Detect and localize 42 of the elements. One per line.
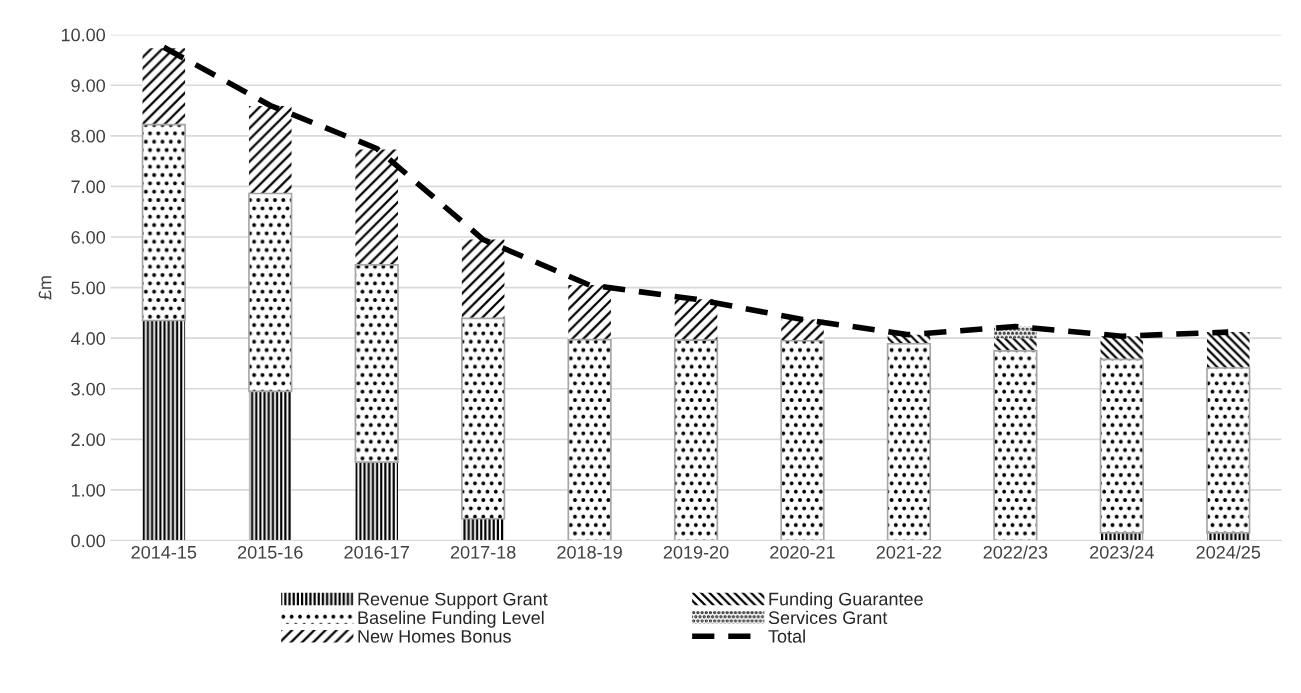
bar (1206, 332, 1250, 369)
y-tick-label: 5.00 (71, 281, 106, 295)
x-tick-label: 2014-15 (131, 545, 197, 559)
legend-label: New Homes Bonus (358, 630, 511, 643)
bar (142, 320, 186, 541)
y-tick-label: 8.00 (71, 129, 106, 143)
bar (1100, 336, 1144, 360)
bar (568, 285, 611, 340)
y-tick-label: 3.00 (71, 382, 106, 396)
x-tick-label: 2024/25 (1196, 545, 1261, 559)
y-tick-label: 7.00 (71, 180, 106, 194)
y-tick-label: 9.00 (71, 79, 106, 92)
x-tick-label: 2023/24 (1090, 545, 1154, 559)
x-tick-label: 2020-21 (770, 545, 835, 559)
y-tick-label: 0.00 (71, 534, 106, 548)
bar (248, 105, 292, 194)
y-tick-label: 6.00 (71, 230, 106, 244)
y-tick-label: 10.00 (61, 28, 106, 42)
bar (674, 299, 718, 341)
x-tick-label: 2017-18 (450, 545, 516, 559)
x-tick-label: 2016-17 (344, 545, 409, 559)
legend-label: Funding Guarantee (769, 592, 923, 610)
bar (355, 462, 398, 541)
y-tick-label: 1.00 (71, 483, 106, 497)
x-tick-label: 2018-19 (557, 545, 622, 559)
x-tick-label: 2019-20 (663, 545, 729, 559)
bar (248, 391, 292, 541)
legend-label: Services Grant (768, 610, 888, 625)
bar (461, 518, 505, 541)
x-tick-label: 2021-22 (876, 545, 942, 559)
legend-label: Baseline Funding Level (358, 610, 544, 628)
bar (142, 48, 186, 125)
y-axis-title: £m (38, 276, 52, 300)
y-tick-label: 4.00 (71, 332, 106, 345)
y-tick-label: 2.00 (71, 433, 106, 447)
x-tick-label: 2022/23 (983, 545, 1048, 559)
bar (355, 149, 398, 265)
legend-label: Revenue Support Grant (358, 592, 548, 610)
legend-label: Total (768, 629, 805, 643)
bar (461, 239, 505, 319)
x-tick-label: 2015-16 (238, 545, 303, 559)
bar (994, 338, 1037, 351)
